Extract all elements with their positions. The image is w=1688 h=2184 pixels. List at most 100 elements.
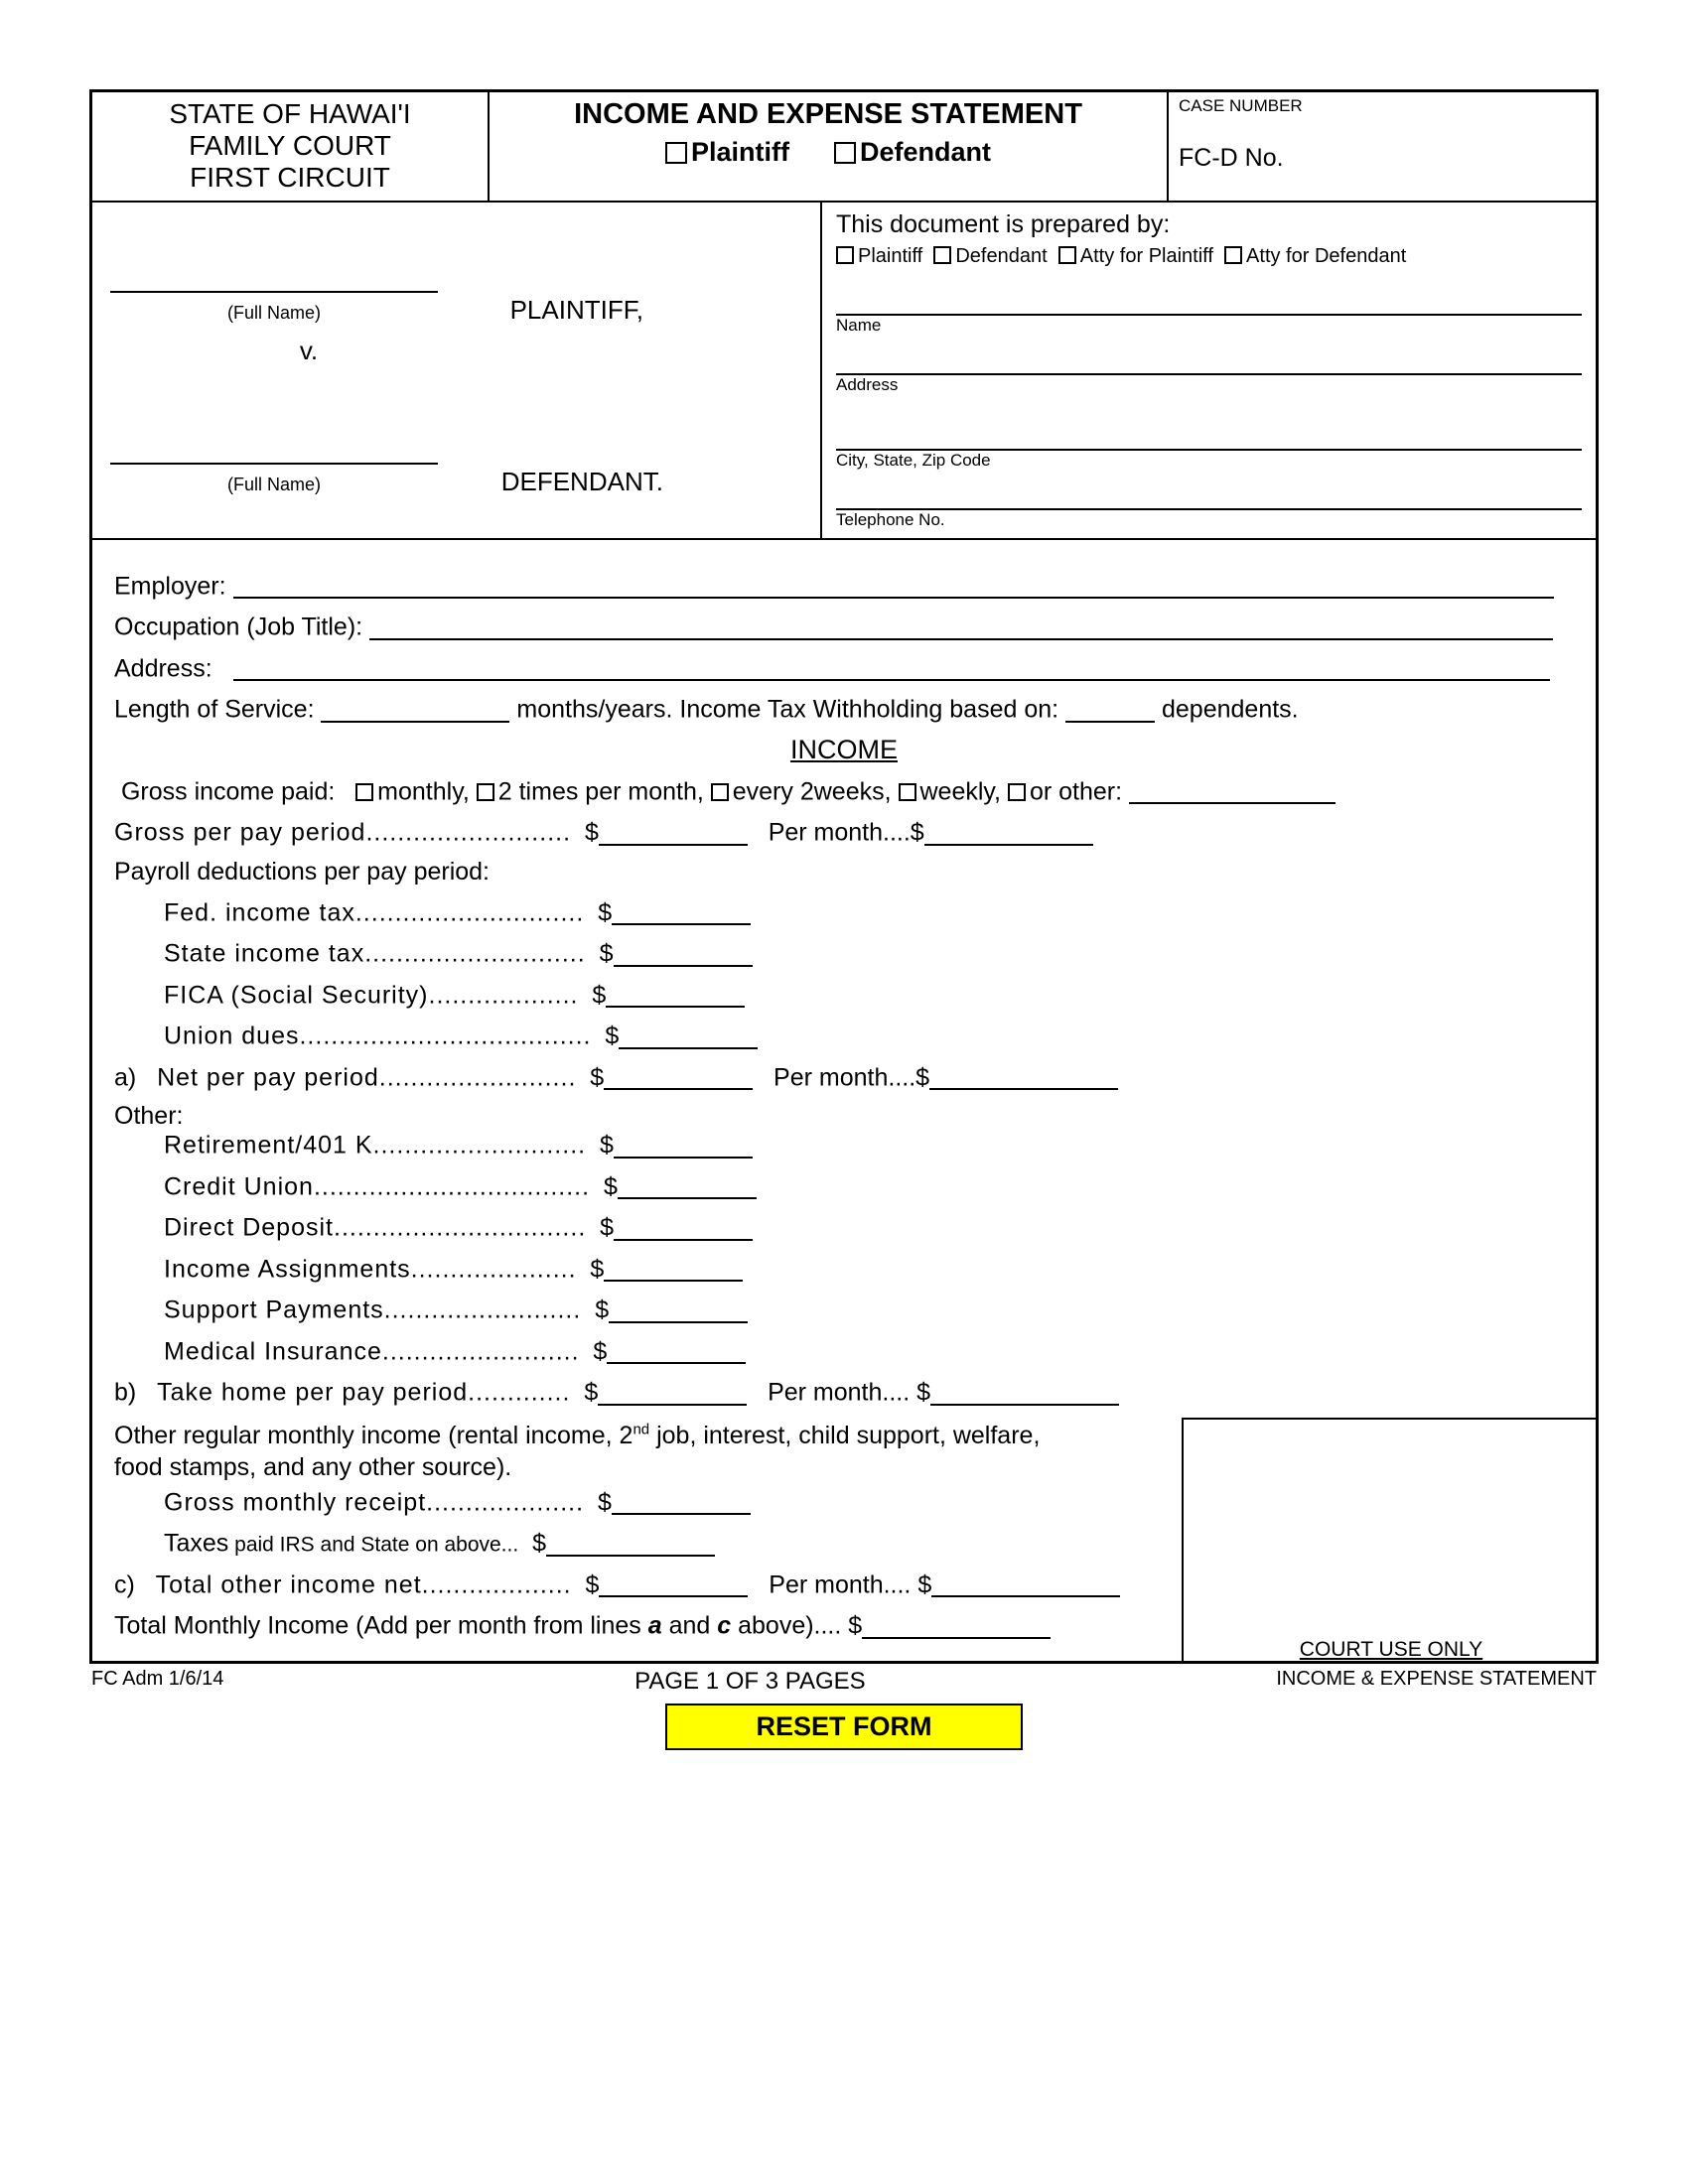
fed-label: Fed. income tax.........................… [164,898,584,926]
per-month-label-1: Per month....$ [769,819,924,847]
take-home-per-month[interactable] [930,1378,1119,1406]
other-reg-3: food stamps, and any other source). [114,1453,511,1481]
case-number-block: CASE NUMBER FC-D No. [1169,92,1596,201]
gross-ppp-amount[interactable] [599,818,748,846]
prep-csz-label: City, State, Zip Code [836,451,1582,471]
lbl-weekly: weekly, [920,777,1002,805]
reset-form-button[interactable]: RESET FORM [665,1704,1023,1750]
fica-amount[interactable] [606,981,745,1009]
sp-label: Support Payments........................… [164,1297,581,1324]
court-block: STATE OF HAWAI'I FAMILY COURT FIRST CIRC… [92,92,490,201]
total-month-end: above).... $ [731,1612,862,1640]
net-ppp-label: Net per pay period......................… [157,1063,576,1091]
label-a: a) [114,1063,136,1091]
prep-plaintiff-checkbox[interactable] [836,246,854,264]
plaintiff-name-line[interactable] [110,265,438,293]
cu-amount[interactable] [618,1172,757,1200]
ia-amount[interactable] [604,1255,743,1283]
prep-defendant-checkbox[interactable] [933,246,951,264]
occupation-line[interactable] [369,613,1553,640]
net-per-month[interactable] [929,1063,1118,1091]
address-line[interactable] [233,654,1550,682]
los-mid: months/years. Income Tax Withholding bas… [516,696,1058,724]
prep-atty-d-checkbox[interactable] [1224,246,1242,264]
other-reg-2: job, interest, child support, welfare, [649,1422,1040,1449]
footer: FC Adm 1/6/14 PAGE 1 OF 3 PAGES INCOME &… [89,1664,1599,1696]
income-heading: INCOME [114,737,1574,763]
total-other-per-month[interactable] [931,1570,1120,1598]
lbl-2x: 2 times per month, [498,777,704,805]
court-line1: STATE OF HAWAI'I [96,98,484,130]
defendant-name-line[interactable] [110,437,438,465]
case-number-label: CASE NUMBER [1179,96,1586,116]
label-c: c) [114,1570,135,1598]
cb-2w[interactable] [711,783,729,801]
gmr-label: Gross monthly receipt...................… [164,1488,584,1516]
total-monthly-income[interactable] [862,1611,1051,1639]
gross-paid-label: Gross income paid: [121,777,335,805]
prep-defendant-lbl: Defendant [955,245,1047,267]
deductions-header: Payroll deductions per pay period: [114,860,1574,885]
employer-label: Employer: [114,572,226,600]
state-amount[interactable] [614,939,753,967]
prep-name-line[interactable] [836,286,1582,316]
take-home-amount[interactable] [598,1378,747,1406]
net-ppp-amount[interactable] [604,1063,753,1091]
los-post: dependents. [1162,696,1299,724]
taxes-paid-amount[interactable] [546,1529,715,1557]
dd-amount[interactable] [614,1213,753,1241]
court-use-label: COURT USE ONLY [1184,1639,1599,1660]
prepared-by-label: This document is prepared by: [836,210,1582,239]
gmr-amount[interactable] [612,1488,751,1516]
union-label: Union dues..............................… [164,1023,591,1050]
parties-row: (Full Name) PLAINTIFF, v. (Full Name) DE… [92,203,1596,540]
occupation-label: Occupation (Job Title): [114,614,362,641]
prep-name-label: Name [836,316,1582,336]
gross-per-month[interactable] [924,818,1093,846]
prep-atty-p-checkbox[interactable] [1058,246,1076,264]
plaintiff-label: Plaintiff [691,137,789,167]
take-home-label: Take home per pay period............. [157,1379,570,1407]
footer-right: INCOME & EXPENSE STATEMENT [1276,1668,1597,1696]
fed-amount[interactable] [612,898,751,926]
parties-left: (Full Name) PLAINTIFF, v. (Full Name) DE… [92,203,822,538]
prep-address-label: Address [836,375,1582,395]
union-amount[interactable] [619,1022,758,1049]
prep-atty-d-lbl: Atty for Defendant [1246,245,1406,267]
lbl-2w: every 2weeks, [733,777,892,805]
header-row: STATE OF HAWAI'I FAMILY COURT FIRST CIRC… [92,92,1596,203]
court-use-box: COURT USE ONLY [1182,1418,1599,1664]
defendant-label: Defendant [860,137,991,167]
lbl-other: or other: [1030,777,1122,805]
cb-weekly[interactable] [899,783,916,801]
prep-tel-label: Telephone No. [836,510,1582,530]
full-name-label-1: (Full Name) [110,303,438,324]
cb-2x[interactable] [477,783,494,801]
mi-amount[interactable] [607,1337,746,1365]
sp-amount[interactable] [609,1296,748,1323]
cb-other[interactable] [1008,783,1026,801]
retire-amount[interactable] [614,1131,753,1159]
dependents-line[interactable] [1065,695,1155,723]
cb-monthly[interactable] [355,783,373,801]
prep-address-line1[interactable] [836,345,1582,375]
fica-label: FICA (Social Security)..................… [164,981,578,1009]
taxes-paid-small: paid IRS and State on above... [228,1534,518,1557]
form-title: INCOME AND EXPENSE STATEMENT [493,98,1163,131]
los-line[interactable] [321,695,509,723]
prep-atty-p-lbl: Atty for Plaintiff [1080,245,1213,267]
title-block: INCOME AND EXPENSE STATEMENT Plaintiff D… [490,92,1169,201]
address-label: Address: [114,654,212,682]
versus: v. [110,336,507,366]
per-month-label-2: Per month....$ [774,1063,929,1091]
prep-tel-line[interactable] [836,480,1582,510]
total-other-amount[interactable] [599,1570,748,1598]
plaintiff-checkbox[interactable] [665,142,687,164]
state-label: State income tax........................… [164,940,586,968]
prep-address-line2[interactable] [836,421,1582,451]
mi-label: Medical Insurance.......................… [164,1337,580,1365]
defendant-checkbox[interactable] [834,142,856,164]
other-freq-line[interactable] [1129,777,1336,805]
employer-line[interactable] [233,572,1554,600]
other-reg-nd: nd [633,1421,649,1437]
